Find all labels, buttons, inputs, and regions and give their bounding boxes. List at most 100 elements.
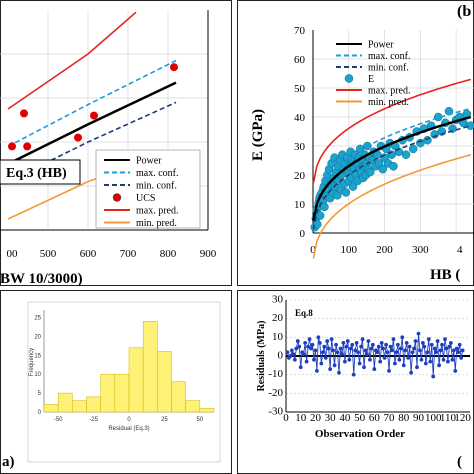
x-tick-label: 80 [398,412,410,424]
equation-label: Eq.8 [295,308,313,318]
residual-point [382,355,387,360]
y-tick-label: 0 [38,410,42,416]
residual-point [429,342,434,347]
data-point [20,109,28,118]
data-point [365,167,375,177]
legend-label: min. conf. [136,181,177,192]
legend-label: min. pred. [136,218,177,229]
residual-point [301,352,306,357]
x-axis-title: Observation Order [315,428,405,440]
residual-point [334,342,338,347]
equation-label: Eq.3 (HB) [6,166,67,181]
residual-point [320,350,325,355]
residual-point [323,355,328,360]
x-tick-label: 0 [127,417,131,423]
residual-point [454,346,459,351]
residual-point [428,359,433,364]
residual-point [447,344,452,349]
residual-point [285,350,290,355]
residual-point [413,339,418,343]
residual-point [329,337,334,342]
residual-point [456,350,461,355]
residual-point [347,357,352,362]
residual-point [326,346,331,351]
series-line [312,125,471,230]
residual-point [348,346,353,351]
histogram-bar [157,351,172,413]
series-line [312,154,471,259]
x-tick-label: 900 [200,248,217,260]
residual-point [425,350,430,355]
residual-line [287,333,464,377]
residual-point [294,346,299,351]
legend-label: max. conf. [136,168,179,179]
x-tick-label: 110 [440,412,457,424]
x-tick-label: 30 [325,412,337,424]
data-point [423,135,432,145]
residual-point [385,350,390,355]
residual-point [359,344,363,349]
y-tick-label: 10 [272,331,284,343]
histogram-bar [43,404,59,413]
residual-point [340,352,344,357]
data-point [401,150,411,159]
equation-box [0,159,81,185]
residual-point [295,339,300,343]
x-tick-label: 10 [295,412,307,424]
residual-point [393,361,397,366]
histogram-bar [199,407,215,413]
residual-point [451,348,456,353]
residual-point [387,369,391,373]
histogram-bar [86,396,101,413]
x-tick-label: 50 [354,412,366,424]
series-line [312,107,471,213]
legend-box [95,149,201,229]
residual-point [418,348,422,353]
residual-point [298,365,303,370]
residual-point [453,369,458,373]
residual-point [370,342,375,347]
x-axis-title: HB ( [430,267,460,283]
residual-point [312,357,316,362]
residual-point [398,346,403,351]
y-tick-label: 20 [34,334,41,340]
residual-point [440,342,444,347]
residual-point [422,344,427,349]
x-tick-label: 700 [120,248,137,260]
y-axis-title: Residuals (MPa) [256,321,267,392]
residual-point [423,361,428,366]
residual-point [342,359,347,364]
residual-point [319,361,324,366]
residual-point [356,350,361,355]
residual-point [395,342,400,347]
residual-point [331,348,336,353]
residual-point [390,348,394,353]
residual-point [369,346,374,351]
y-tick-label: 0 [300,228,306,240]
residual-point [366,339,371,343]
residual-point [412,346,416,351]
data-point [466,121,474,130]
x-tick-label: 50 [196,417,203,423]
residual-point [432,346,437,351]
legend-label: max. pred. [368,86,411,97]
series-line [7,59,177,148]
residual-point [297,344,302,349]
residual-point [394,350,399,355]
residual-point [407,344,412,349]
x-tick-label: 0 [310,244,316,256]
residual-point [376,344,381,349]
residual-point [378,359,383,364]
series-line [312,115,472,222]
residual-point [338,346,343,351]
residual-point [415,365,419,370]
legend-label: max. conf. [368,51,411,62]
data-point [448,124,457,133]
x-tick-label: 800 [160,248,177,260]
residual-point [391,337,396,342]
residual-point [363,348,368,353]
x-axis-title: Residual (Eq.3) [108,426,149,432]
y-tick-label: -20 [268,387,283,399]
